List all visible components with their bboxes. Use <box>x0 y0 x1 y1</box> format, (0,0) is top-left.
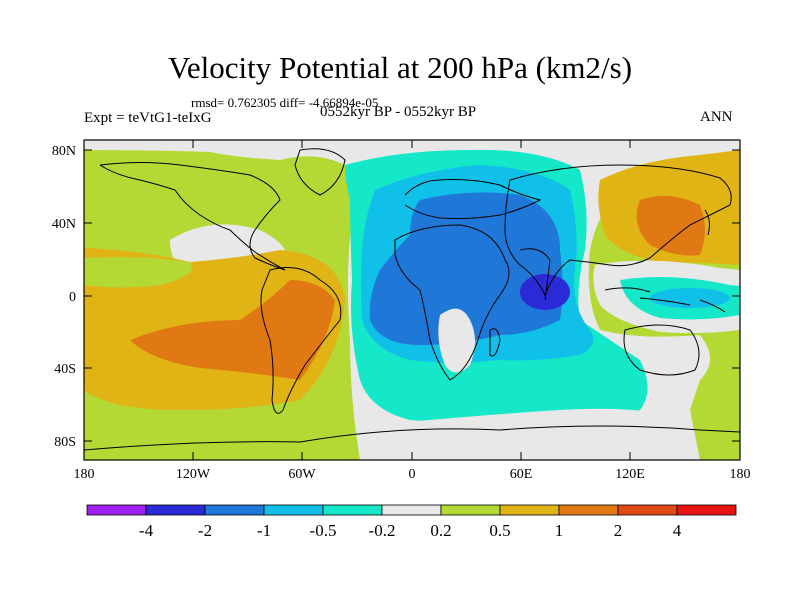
colorbar-swatch <box>676 504 737 516</box>
colorbar-label: -2 <box>198 521 212 540</box>
lat-label: 40N <box>52 217 76 232</box>
contour-pos-sa-cutout <box>84 257 192 288</box>
lon-label: 60E <box>510 467 533 482</box>
colorbar-swatch <box>440 504 501 516</box>
coast-asia <box>504 164 732 297</box>
lon-label: 180 <box>74 467 95 482</box>
experiment-label: Expt = teVtG1-teIxG <box>84 110 212 126</box>
colorbar-swatch <box>145 504 206 516</box>
coast-japan <box>704 209 710 236</box>
contour-wpac-blue <box>650 288 730 308</box>
lon-label: 120E <box>615 467 645 482</box>
contour-pos-1-asia <box>636 196 705 256</box>
coast-madagascar <box>489 328 501 357</box>
contour-neg-2-core <box>520 274 570 310</box>
coast-south-america <box>260 267 342 414</box>
colorbar-label: 2 <box>614 521 623 540</box>
lat-label: 80N <box>52 144 76 159</box>
colorbar-labels: -4 -2 -1 -0.5 -0.2 0.2 0.5 1 2 4 <box>139 521 682 540</box>
colorbar-swatch <box>499 504 560 516</box>
coastlines <box>84 148 740 451</box>
contour-pos-1-sa <box>130 280 335 380</box>
coast-india <box>519 248 551 301</box>
contour-field <box>84 140 740 460</box>
colorbar-label: 1 <box>555 521 564 540</box>
coast-north-america <box>99 162 286 271</box>
colorbar <box>86 504 737 516</box>
period-label: 0552kyr BP - 0552kyr BP <box>320 104 477 120</box>
latitude-labels: 80N 40N 0 40S 80S <box>52 144 76 450</box>
colorbar-swatch <box>558 504 619 516</box>
colorbar-swatch <box>381 504 442 516</box>
colorbar-label: 0.5 <box>489 521 510 540</box>
lon-label: 180 <box>730 467 751 482</box>
coast-europe <box>404 179 542 220</box>
lat-label: 0 <box>69 290 76 305</box>
coast-maritime-continent <box>604 287 726 313</box>
season-label: ANN <box>700 109 733 125</box>
stats-text: rmsd= 0.762305 diff= -4.66894e-05 <box>191 95 379 110</box>
colorbar-swatch <box>204 504 265 516</box>
colorbar-label: 0.2 <box>430 521 451 540</box>
coast-australia <box>623 324 700 376</box>
colorbar-label: -0.2 <box>369 521 396 540</box>
colorbar-swatch <box>86 504 147 516</box>
map-title: Velocity Potential at 200 hPa (km2/s) <box>167 50 633 85</box>
colorbar-label: -4 <box>139 521 154 540</box>
colorbar-swatch <box>322 504 383 516</box>
coast-antarctica <box>84 425 740 451</box>
lon-label: 60W <box>288 467 316 482</box>
longitude-labels: 180 120W 60W 0 60E 120E 180 <box>74 467 751 482</box>
colorbar-label: 4 <box>673 521 682 540</box>
contour-island-grey <box>438 308 475 373</box>
colorbar-label: -0.5 <box>310 521 337 540</box>
axis-ticks <box>83 140 741 460</box>
lon-label: 0 <box>409 467 416 482</box>
colorbar-label: -1 <box>257 521 271 540</box>
contour-southern-grey <box>375 408 690 460</box>
colorbar-swatch <box>263 504 324 516</box>
coast-africa <box>394 224 510 381</box>
lat-label: 40S <box>54 362 76 377</box>
lon-label: 120W <box>176 467 211 482</box>
colorbar-swatch <box>617 504 678 516</box>
lat-label: 80S <box>54 435 76 450</box>
coast-greenland <box>294 148 346 196</box>
